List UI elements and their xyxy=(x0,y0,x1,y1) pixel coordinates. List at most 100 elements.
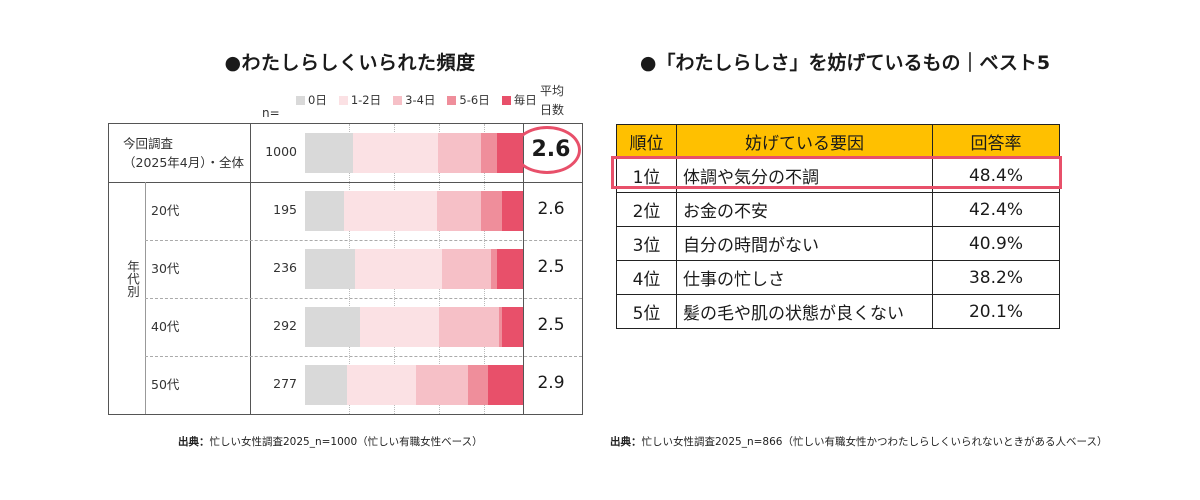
bar-segment xyxy=(501,307,523,347)
right-table-title: ●「わたしらしさ」を妨げているもの｜ベスト5 xyxy=(639,52,1051,74)
bar-segment xyxy=(438,133,481,173)
total-divider xyxy=(109,182,582,183)
legend-label: 5-6日 xyxy=(459,93,490,107)
n-header: n= xyxy=(262,106,280,120)
rank-cell: 1位 xyxy=(616,158,677,193)
bar-segment xyxy=(353,133,439,173)
header-rank: 順位 xyxy=(616,124,677,159)
factor-cell: 体調や気分の不調 xyxy=(676,158,933,193)
ranking-table: 順位 妨げている要因 回答率 1位 体調や気分の不調 48.4% 2位 お金の不… xyxy=(616,124,1060,329)
frequency-chart: 年代別 今回調査 （2025年4月）・全体 1000 2.6 20代 195 2.6 30代… xyxy=(108,123,583,415)
rank-cell: 3位 xyxy=(616,226,677,261)
rate-cell: 38.2% xyxy=(932,260,1060,295)
age-label: 30代 xyxy=(151,261,180,276)
avg-days-value: 2.6 xyxy=(537,199,565,219)
header-factor: 妨げている要因 xyxy=(676,124,933,159)
table-row: 1位 体調や気分の不調 48.4% xyxy=(616,158,1060,193)
rank-cell: 2位 xyxy=(616,192,677,227)
table-header-row: 順位 妨げている要因 回答率 xyxy=(616,124,1060,159)
legend-label: 3-4日 xyxy=(405,93,436,107)
left-source-label: 出典： xyxy=(178,436,210,448)
bar-segment xyxy=(360,307,439,347)
bar-segment xyxy=(496,249,523,289)
legend: 0日 1-2日 3-4日 5-6日 毎日 xyxy=(296,92,537,108)
bar-segment xyxy=(305,307,361,347)
n-value: 195 xyxy=(273,202,297,217)
n-value: 1000 xyxy=(265,144,297,159)
right-source-label: 出典： xyxy=(610,436,642,448)
age-label: 20代 xyxy=(151,203,180,218)
table-row: 3位 自分の時間がない 40.9% xyxy=(616,226,1060,261)
table-row: 5位 髪の毛や肌の状態が良くない 20.1% xyxy=(616,294,1060,329)
legend-swatch xyxy=(296,95,305,105)
bar-segment xyxy=(441,249,492,289)
bar-segment xyxy=(305,191,344,231)
rate-cell: 48.4% xyxy=(932,158,1060,193)
bar-segment xyxy=(354,249,442,289)
legend-swatch xyxy=(447,95,457,105)
legend-label: 1-2日 xyxy=(350,93,382,107)
legend-item: 5-6日 xyxy=(447,92,490,108)
stacked-bar xyxy=(305,249,523,289)
avg-header-line1: 平均 xyxy=(539,84,564,98)
legend-item: 3-4日 xyxy=(393,92,435,108)
factor-cell: お金の不安 xyxy=(676,192,933,227)
bar-segment xyxy=(502,191,523,231)
rank-cell: 4位 xyxy=(616,260,677,295)
factor-cell: 自分の時間がない xyxy=(676,226,933,261)
bar-segment xyxy=(491,249,497,289)
left-source: 出典：忙しい女性調査2025_n=1000（忙しい有職女性ベース） xyxy=(178,434,483,449)
label-divider xyxy=(250,124,251,414)
bar-segment xyxy=(468,365,489,405)
bar-segment xyxy=(343,191,438,231)
row-separator xyxy=(145,240,582,241)
left-chart-title: ●わたしらしくいられた頻度 xyxy=(224,52,476,74)
legend-swatch xyxy=(338,95,348,105)
bar-segment xyxy=(481,191,503,231)
legend-label: 0日 xyxy=(308,93,327,107)
legend-item: 0日 xyxy=(296,92,327,108)
bar-segment xyxy=(305,249,355,289)
table-row: 2位 お金の不安 42.4% xyxy=(616,192,1060,227)
table-row: 4位 仕事の忙しさ 38.2% xyxy=(616,260,1060,295)
right-source: 出典：忙しい女性調査2025_n=866（忙しい有職女性かつわたしらしくいられな… xyxy=(610,434,1107,449)
age-label: 50代 xyxy=(151,377,180,392)
left-source-text: 忙しい女性調査2025_n=1000（忙しい有職女性ベース） xyxy=(209,436,483,448)
legend-swatch xyxy=(393,95,403,105)
bar-segment xyxy=(416,365,469,405)
n-value: 292 xyxy=(273,318,297,333)
bar-segment xyxy=(497,133,523,173)
legend-label: 毎日 xyxy=(513,93,537,107)
bar-segment xyxy=(499,307,502,347)
bar-segment xyxy=(488,365,523,405)
rate-cell: 40.9% xyxy=(932,226,1060,261)
factor-cell: 仕事の忙しさ xyxy=(676,260,933,295)
header-rate: 回答率 xyxy=(932,124,1060,159)
avg-header-line2: 日数 xyxy=(539,103,564,117)
right-source-text: 忙しい女性調査2025_n=866（忙しい有職女性かつわたしらしくいられないとき… xyxy=(641,436,1108,448)
row-separator xyxy=(145,356,582,357)
n-value: 277 xyxy=(273,376,297,391)
stacked-bar xyxy=(305,365,523,405)
n-value: 236 xyxy=(273,260,297,275)
rank-cell: 5位 xyxy=(616,294,677,329)
stacked-bar xyxy=(305,307,523,347)
bar-segment xyxy=(305,365,348,405)
bar-segment xyxy=(347,365,417,405)
age-label: 40代 xyxy=(151,319,180,334)
row-separator xyxy=(145,298,582,299)
avg-days-header: 平均 日数 xyxy=(533,82,571,120)
bar-segment xyxy=(438,307,500,347)
factor-cell: 髪の毛や肌の状態が良くない xyxy=(676,294,933,329)
age-group-label: 年代別 xyxy=(125,260,140,298)
rate-cell: 42.4% xyxy=(932,192,1060,227)
avg-days-value: 2.5 xyxy=(537,257,565,277)
avg-days-value: 2.6 xyxy=(531,137,571,162)
avg-divider xyxy=(523,124,524,414)
legend-item: 毎日 xyxy=(501,92,537,108)
avg-days-value: 2.5 xyxy=(537,315,565,335)
avg-days-value: 2.9 xyxy=(537,373,565,393)
legend-swatch xyxy=(501,95,511,105)
stacked-bar xyxy=(305,133,523,173)
bar-segment xyxy=(480,133,498,173)
